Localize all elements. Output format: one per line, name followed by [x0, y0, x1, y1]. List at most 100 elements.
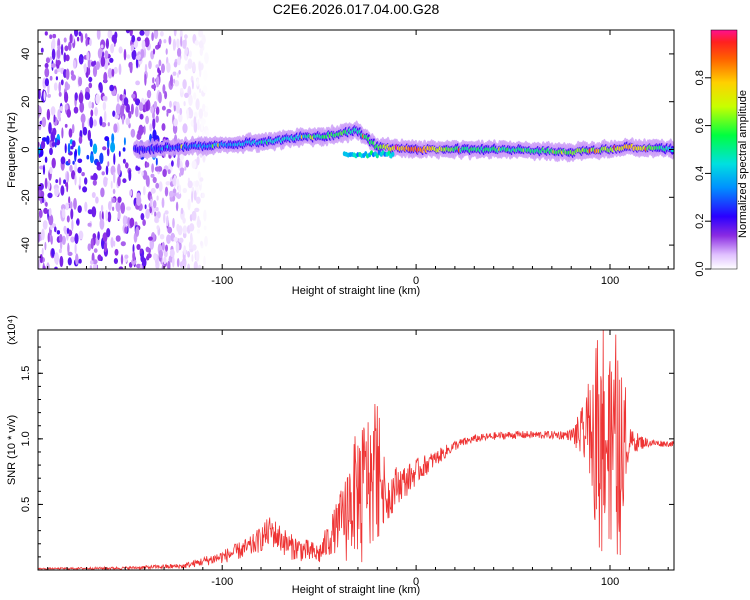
- spectrogram-noise-blob: [66, 215, 70, 223]
- spectrogram-noise-blob: [38, 123, 42, 131]
- spectrogram-noise-blob: [200, 240, 203, 247]
- spectrogram-noise-blob: [179, 30, 183, 40]
- spectrogram-noise-blob: [149, 206, 153, 214]
- spectrogram-noise-blob: [89, 38, 92, 47]
- spectrogram-noise-blob: [71, 219, 74, 232]
- spectrogram-noise-blob: [173, 105, 176, 112]
- spectrogram-noise-blob: [58, 248, 62, 254]
- spectrogram-noise-blob: [188, 94, 193, 106]
- spectrogram-noise-blob: [77, 205, 82, 214]
- spectrogram-noise-blob: [188, 241, 193, 250]
- spectrogram-noise-blob: [196, 78, 200, 87]
- spectrogram-noise-blob: [51, 142, 56, 147]
- spectrogram-noise-blob: [177, 225, 183, 236]
- spectrogram-noise-blob: [45, 57, 51, 64]
- spectrogram-noise-blob: [151, 32, 154, 42]
- spectrogram-noise-blob: [70, 236, 75, 243]
- spectrogram-noise-blob: [188, 50, 192, 58]
- spectrogram-noise-blob: [148, 236, 153, 241]
- snr-frame: [37, 329, 675, 571]
- spectrogram-noise-blob: [146, 89, 152, 99]
- spectrogram-noise-blob: [64, 103, 69, 111]
- spectrogram-noise-blob: [99, 210, 102, 221]
- snr-series-line: [38, 330, 674, 570]
- spectrogram-noise-blob: [135, 98, 141, 106]
- spectrogram-noise-blob: [115, 200, 121, 213]
- spectrogram-noise-blob: [141, 257, 147, 268]
- figure-title: C2E6.2026.017.04.00.G28: [273, 1, 440, 17]
- spectrogram-noise-blob: [184, 92, 189, 99]
- spectrogram-noise-blob: [198, 108, 203, 119]
- spectrogram-noise-blob: [170, 74, 173, 87]
- spectrogram-noise-blob: [86, 154, 90, 160]
- spectrogram-noise-blob: [109, 57, 114, 63]
- spectrogram-noise-blob: [167, 169, 171, 175]
- spectrogram-noise-blob: [99, 116, 103, 126]
- spectrogram-noise-blob: [54, 69, 58, 75]
- spectrogram-noise-blob: [41, 116, 47, 128]
- spectrogram-noise-blob: [153, 101, 158, 109]
- colorbar-tick-label: 0.0: [694, 261, 706, 276]
- spectrogram-noise-blob: [146, 255, 150, 261]
- spectrogram-noise-blob: [135, 80, 141, 86]
- spectrogram-noise-blob: [195, 196, 201, 204]
- spectrogram-noise-blob: [202, 38, 206, 44]
- spectrogram-noise-blob: [143, 125, 146, 135]
- spectrogram-noise-blob: [155, 207, 159, 212]
- snr-panel: -100 0 100 0.5 1.0 1.5 Height of straight li…: [6, 315, 675, 596]
- spectrogram-noise-blob: [152, 48, 156, 55]
- spectrogram-noise-blob: [40, 47, 44, 53]
- spectrogram-noise-blob: [158, 250, 163, 259]
- spectrogram-noise-blob: [139, 30, 145, 36]
- spectrogram-noise-blob: [195, 250, 200, 262]
- spectrogram-noise-blob: [184, 34, 188, 39]
- spectrogram-noise-blob: [123, 48, 127, 61]
- spectrogram-noise-blob: [38, 209, 43, 218]
- spectrogram-noise-blob: [141, 39, 146, 50]
- spectrogram-noise-blob: [201, 103, 206, 112]
- spectrogram-noise-blob: [145, 162, 150, 168]
- spectrogram-noise-blob: [65, 182, 68, 187]
- spectrogram-noise-blob: [114, 114, 120, 119]
- spectrogram-noise-blob: [68, 41, 72, 51]
- spectrogram-noise-blob: [118, 266, 124, 269]
- spectrogram-noise-blob: [179, 87, 184, 93]
- spectrogram-noise-blob: [59, 105, 63, 112]
- spectrogram-noise-blob: [43, 207, 48, 214]
- spectrogram-noise-blob: [46, 135, 50, 145]
- spectrogram-noise-blob: [175, 201, 179, 212]
- spectrogram-noise-blob: [145, 115, 150, 125]
- spectrogram-noise-blob: [78, 230, 84, 240]
- spectrogram-noise-blob: [196, 228, 201, 234]
- spectrogram-noise-blob: [129, 61, 133, 74]
- spectrogram-noise-blob: [55, 179, 59, 184]
- spectrogram-noise-blob: [123, 137, 126, 146]
- spectrogram-noise-blob: [154, 211, 157, 217]
- y-tick-label: -20: [20, 189, 32, 205]
- spectrogram-noise-blob: [179, 107, 183, 116]
- spectrogram-noise-blob: [64, 143, 67, 154]
- spectrogram-noise-blob: [110, 180, 113, 189]
- spectrogram-noise-blob: [117, 196, 122, 203]
- spectrogram-noise-blob: [89, 116, 94, 129]
- spectrogram-noise-blob: [44, 31, 48, 36]
- spectrogram-noise-blob: [105, 38, 109, 49]
- spectrogram-noise-blob: [115, 235, 121, 242]
- spectrogram-noise-blob: [165, 48, 168, 55]
- spectrogram-noise-blob: [118, 150, 121, 157]
- spectrogram-ylabel: Frequency (Hz): [6, 112, 18, 188]
- spectrogram-noise-blob: [57, 109, 61, 120]
- spectrogram-noise-blob: [159, 234, 165, 240]
- y-tick-label: 1.5: [20, 366, 32, 381]
- spectrogram-noise-blob: [92, 263, 98, 269]
- spectrogram-noise-blob: [92, 65, 98, 78]
- y-tick-label: 40: [20, 48, 32, 60]
- spectrogram-noise-blob: [64, 91, 69, 103]
- spectrogram-noise-blob: [66, 227, 70, 234]
- spectrogram-noise-blob: [206, 41, 211, 49]
- spectrogram-noise-blob: [112, 36, 117, 44]
- spectrogram-noise-blob: [161, 63, 165, 74]
- spectrogram-noise-blob: [155, 115, 159, 123]
- spectrogram-noise-blob: [77, 158, 83, 164]
- spectrogram-noise-blob: [50, 225, 53, 231]
